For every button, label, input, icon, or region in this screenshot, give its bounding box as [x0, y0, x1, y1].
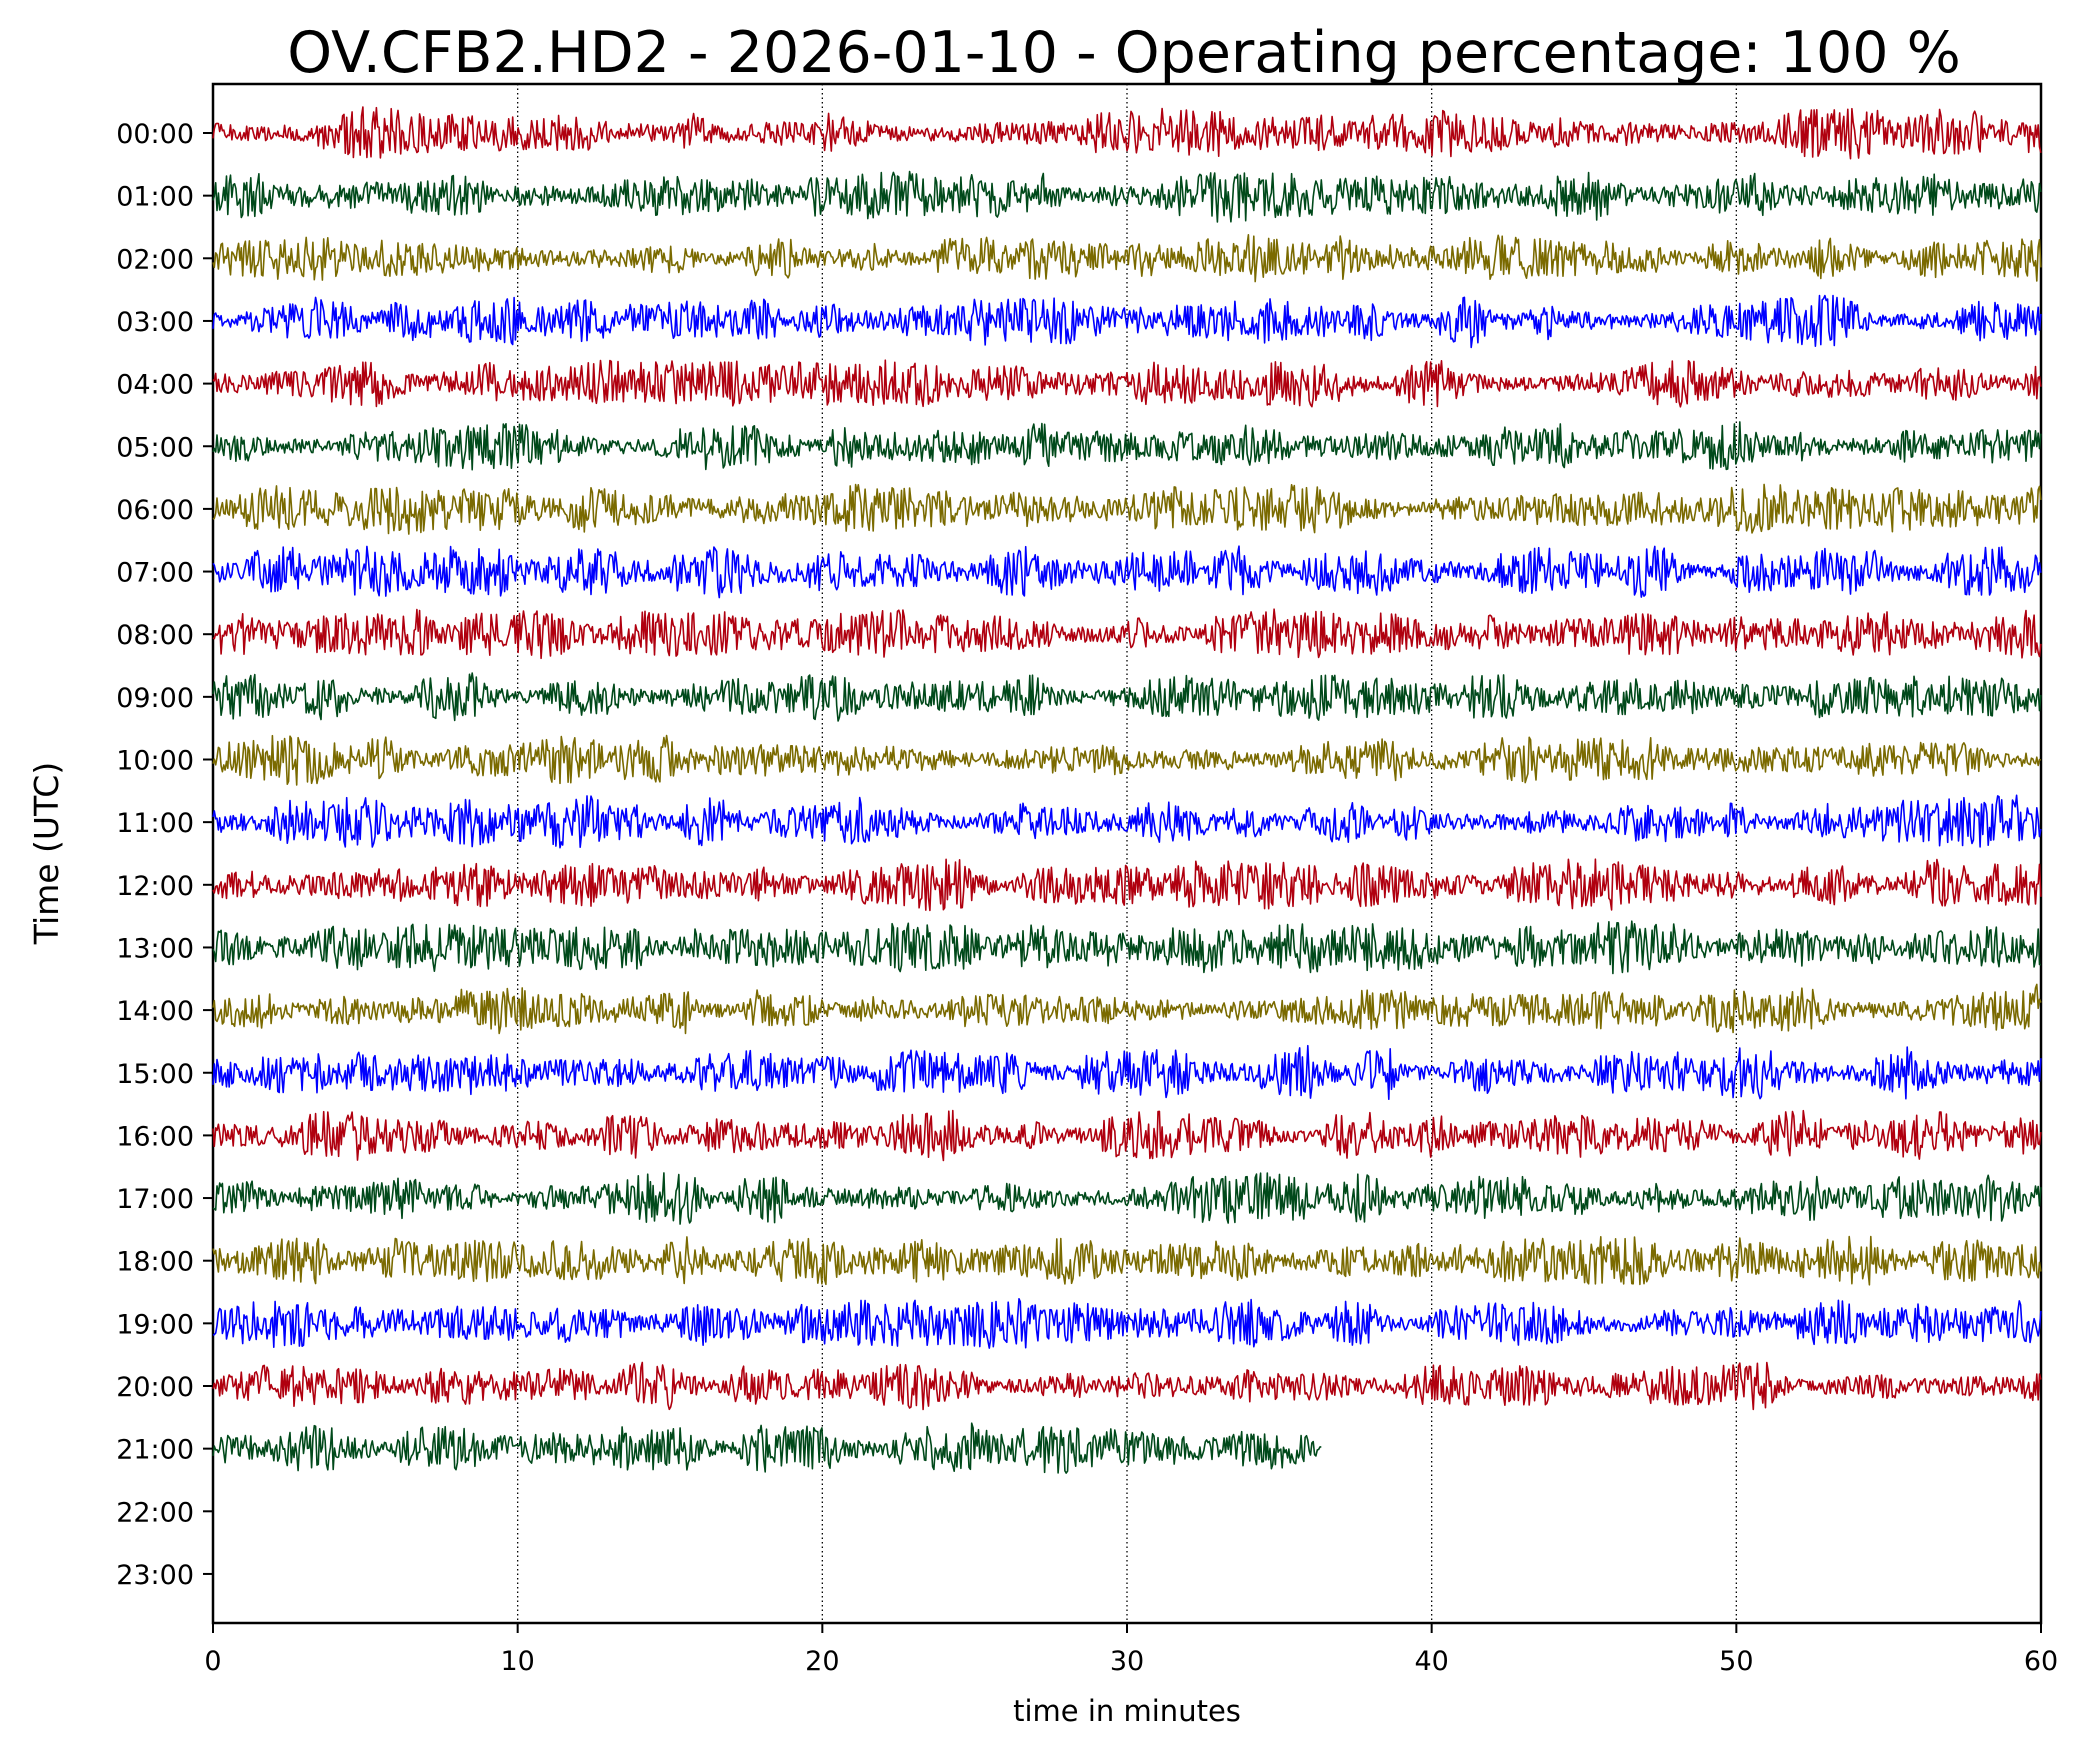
- y-tick-label: 08:00: [116, 620, 194, 651]
- x-axis-label: time in minutes: [1013, 1694, 1241, 1728]
- y-tick-label: 14:00: [116, 996, 194, 1027]
- trace-1200: [212, 858, 2042, 912]
- y-tick-label: 00:00: [116, 119, 194, 150]
- x-tick-label: 10: [500, 1646, 534, 1677]
- y-tick-label: 04:00: [116, 370, 194, 401]
- y-axis-label: Time (UTC): [27, 762, 66, 945]
- trace-1600: [212, 1109, 2042, 1162]
- trace-2000: [212, 1361, 2042, 1411]
- y-tick-label: 06:00: [116, 495, 194, 526]
- x-tick-label: 50: [1719, 1646, 1753, 1677]
- y-tick-label: 05:00: [116, 432, 194, 463]
- y-tick-label: 12:00: [116, 871, 194, 902]
- chart-title: OV.CFB2.HD2 - 2026-01-10 - Operating per…: [287, 20, 1961, 86]
- y-tick-label: 23:00: [116, 1560, 194, 1591]
- y-tick-label: 07:00: [116, 558, 194, 589]
- y-tick-label: 11:00: [116, 808, 194, 839]
- y-tick-label: 10:00: [116, 746, 194, 777]
- trace-1500: [212, 1044, 2042, 1100]
- y-axis-ticks: 00:00 01:00 02:00 03:00 04:00 05:00 06:00 07:00…: [116, 119, 213, 1591]
- x-tick-label: 20: [805, 1646, 839, 1677]
- y-tick-label: 17:00: [116, 1184, 194, 1215]
- trace-0500: [212, 421, 2042, 471]
- trace-1800: [212, 1235, 2042, 1286]
- trace-0100: [212, 170, 2042, 223]
- trace-0600: [212, 483, 2042, 535]
- trace-0400: [212, 359, 2042, 408]
- trace-0700: [212, 545, 2042, 599]
- trace-0300: [212, 294, 2042, 349]
- trace-1300: [212, 920, 2042, 975]
- trace-2100: [212, 1422, 1322, 1474]
- trace-1700: [212, 1172, 2042, 1225]
- trace-1900: [212, 1298, 2042, 1349]
- x-tick-label: 60: [2024, 1646, 2058, 1677]
- x-tick-label: 30: [1110, 1646, 1144, 1677]
- x-axis-ticks: 0 10 20 30 40 50 60: [204, 1623, 2058, 1677]
- trace-1100: [212, 794, 2042, 849]
- y-tick-label: 22:00: [116, 1497, 194, 1528]
- y-tick-label: 09:00: [116, 683, 194, 714]
- trace-0900: [212, 672, 2042, 722]
- trace-0000: [212, 106, 2042, 160]
- y-tick-label: 21:00: [116, 1435, 194, 1466]
- y-tick-label: 15:00: [116, 1059, 194, 1090]
- vertical-gridlines: [517, 84, 1737, 1623]
- trace-1000: [212, 734, 2042, 786]
- y-tick-label: 19:00: [116, 1309, 194, 1340]
- trace-0800: [212, 608, 2042, 660]
- y-tick-label: 01:00: [116, 182, 194, 213]
- y-tick-label: 16:00: [116, 1121, 194, 1152]
- y-tick-label: 03:00: [116, 307, 194, 338]
- y-tick-label: 02:00: [116, 244, 194, 275]
- trace-0200: [212, 234, 2042, 283]
- y-tick-label: 20:00: [116, 1372, 194, 1403]
- x-tick-label: 0: [204, 1646, 221, 1677]
- seismic-traces: [212, 106, 2042, 1474]
- x-tick-label: 40: [1414, 1646, 1448, 1677]
- y-tick-label: 18:00: [116, 1247, 194, 1278]
- trace-1400: [212, 983, 2042, 1035]
- y-tick-label: 13:00: [116, 933, 194, 964]
